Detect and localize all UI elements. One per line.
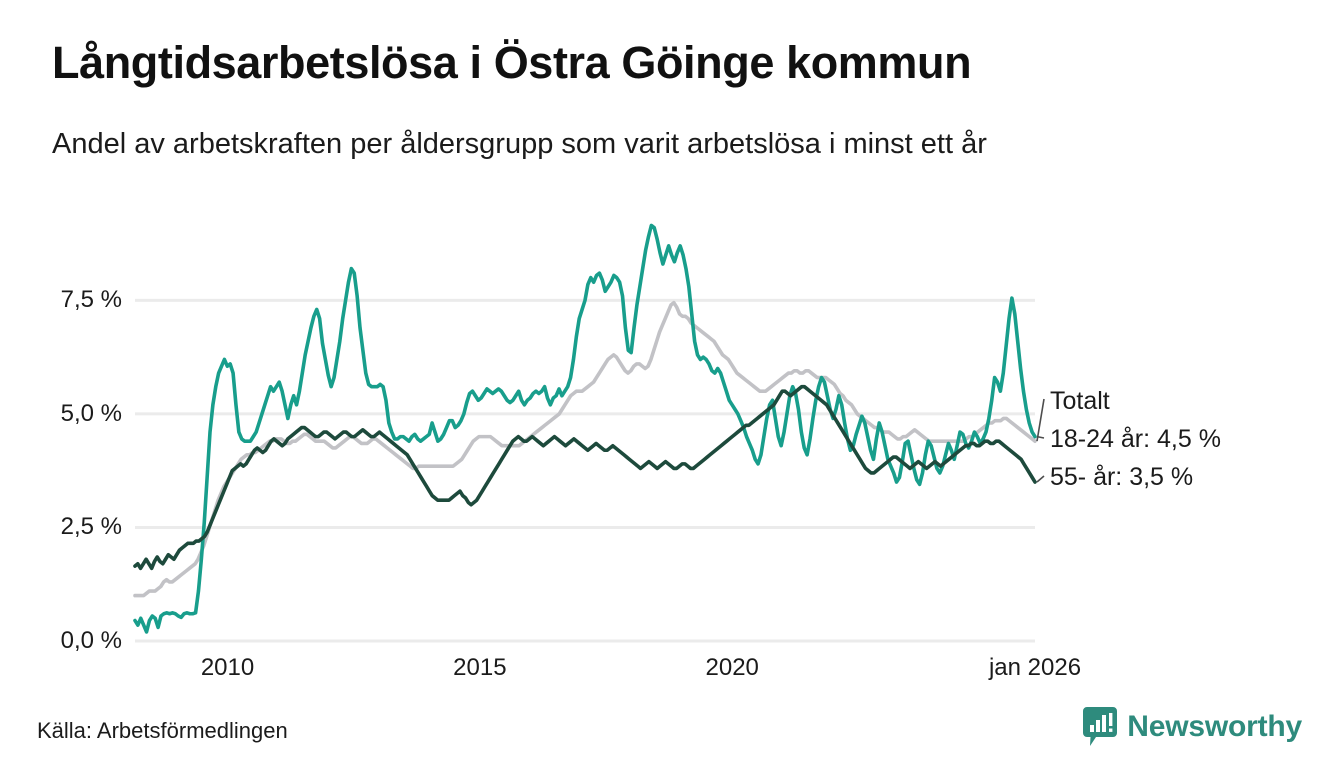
series-line-18-24-år	[133, 223, 1037, 634]
series-label-18-24: 18-24 år: 4,5 %	[1050, 425, 1221, 453]
leader-line	[1036, 435, 1045, 439]
bar-chart-bubble-icon	[1083, 707, 1118, 746]
leader-line	[1036, 475, 1045, 483]
y-axis: 0,0 % 2,5 % 5,0 % 7,5 %	[12, 0, 122, 780]
chart-subtitle: Andel av arbetskraften per åldersgrupp s…	[52, 128, 987, 160]
y-tick-label: 2,5 %	[60, 513, 122, 541]
newsworthy-logo: Newsworthy	[1083, 706, 1302, 748]
page-title: Långtidsarbetslösa i Östra Göinge kommun	[52, 37, 972, 88]
series-label-totalt: Totalt	[1050, 387, 1110, 415]
series-label-55-plus: 55- år: 3,5 %	[1050, 463, 1194, 491]
x-tick-label: 2010	[200, 654, 255, 681]
brand-wordmark: Newsworthy	[1127, 710, 1302, 743]
x-tick-label: jan 2026	[988, 654, 1082, 681]
y-tick-label: 5,0 %	[60, 399, 122, 427]
source-note: Källa: Arbetsförmedlingen	[37, 718, 288, 743]
series-line-55--år	[133, 384, 1037, 571]
leader-line	[1036, 398, 1045, 442]
y-tick-label: 0,0 %	[60, 627, 122, 654]
x-tick-label: 2020	[705, 654, 759, 681]
x-tick-label: 2015	[453, 654, 507, 681]
y-tick-label: 7,5 %	[60, 286, 122, 314]
